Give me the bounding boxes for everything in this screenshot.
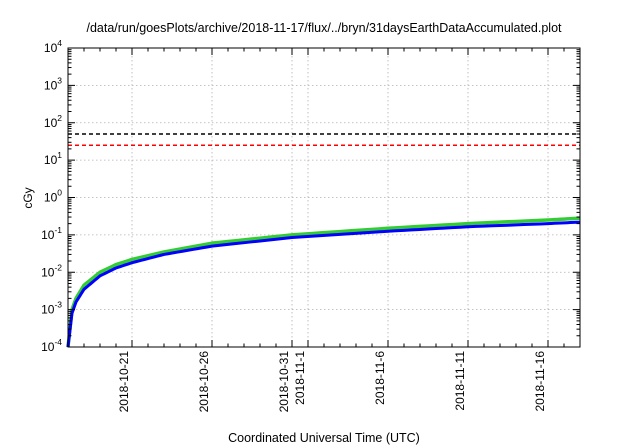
x-tick-label: 2018-11-6 [373,351,387,405]
y-tick-label: 100 [44,188,62,205]
series-line [66,216,581,348]
y-axis-label: cGy [21,187,35,208]
y-tick-label: 10-1 [41,225,62,242]
x-tick-label: 2018-10-31 [277,351,291,413]
grid [68,48,580,347]
x-tick-label: 2018-10-21 [117,351,131,413]
x-tick-label: 2018-11-1 [293,351,307,405]
series-group [66,216,581,348]
y-tick-label: 10-3 [41,300,62,317]
x-tick-label: 2018-11-16 [533,351,547,412]
y-tick-label: 103 [44,75,62,92]
y-tick-label: 10-4 [41,337,62,354]
x-axis-label: Coordinated Universal Time (UTC) [228,431,420,445]
x-tick-label: 2018-10-26 [197,351,211,413]
chart-title: /data/run/goesPlots/archive/2018-11-17/f… [86,21,562,35]
y-tick-label: 10-2 [41,262,62,279]
y-ticks: 10-4 10-3 10-2 10-1 100 101 102 103 104 [41,38,580,354]
threshold-lines [68,133,580,147]
x-tick-label: 2018-11-11 [453,351,467,411]
series-line [66,220,581,348]
y-tick-label: 102 [44,113,62,130]
y-tick-label: 101 [44,150,62,167]
y-tick-label: 104 [44,38,62,55]
x-ticks: 2018-10-21 2018-10-26 2018-10-31 2018-11-1 2… [67,48,581,413]
